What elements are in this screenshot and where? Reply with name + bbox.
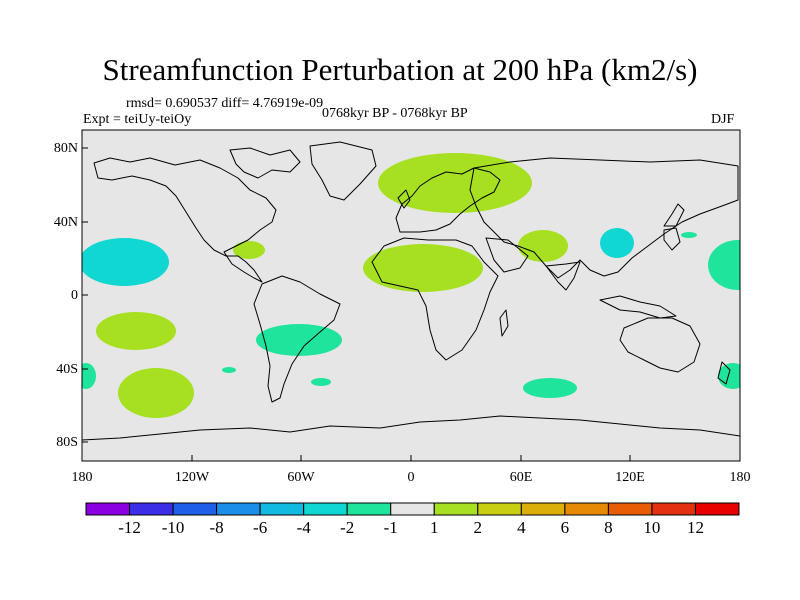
colorbar-label: -2 <box>340 518 355 537</box>
x-label-120w: 120W <box>174 470 210 485</box>
colorbar-label: 10 <box>643 518 661 537</box>
x-label-180w: 180 <box>71 470 93 485</box>
colorbar-swatch <box>216 502 261 516</box>
anomaly-south-pacific-far-east <box>718 363 740 389</box>
colorbar-swatch <box>433 502 479 516</box>
x-label-60e: 60E <box>509 470 533 485</box>
coastline-uk <box>397 189 411 209</box>
anomaly-south-atlantic <box>256 324 342 356</box>
anomaly-gulf-of-mexico <box>233 241 265 259</box>
colorbar-swatch <box>259 502 305 516</box>
coastline-se-asia-islands <box>599 227 681 319</box>
experiment-label: Expt = teiUy-teiOy <box>83 112 192 127</box>
colorbar <box>85 502 740 516</box>
colorbar-swatch <box>129 502 174 516</box>
season-label: DJF <box>711 112 735 127</box>
colorbar-swatch <box>694 502 740 516</box>
anomaly-arabia-india <box>518 230 568 262</box>
y-label-40n: 40N <box>53 215 78 230</box>
coastlines <box>82 141 740 441</box>
colorbar-label: -1 <box>383 518 398 537</box>
anomaly-north-atlantic-small <box>311 378 331 386</box>
colorbar-swatch <box>390 502 435 516</box>
coastline-europe <box>395 167 501 233</box>
colorbar-swatch <box>520 502 566 516</box>
plot-title: Streamfunction Perturbation at 200 hPa (… <box>102 52 698 87</box>
colorbar-swatch <box>85 502 131 516</box>
x-label-180e: 180 <box>729 470 751 485</box>
coastline-north-america <box>93 157 277 283</box>
anomaly-north-atlantic-europe <box>378 153 532 213</box>
coastline-canada-arctic <box>229 147 301 179</box>
anomaly-south-pacific-west <box>96 312 176 350</box>
coastline-india <box>545 261 581 291</box>
coastline-antarctica <box>82 415 740 441</box>
coastline-asia <box>469 157 739 279</box>
y-label-80n: 80N <box>53 141 78 156</box>
x-label-60w: 60W <box>287 470 315 485</box>
anomaly-north-pacific-east <box>82 238 169 286</box>
colorbar-swatch <box>172 502 218 516</box>
anomaly-layer <box>82 153 740 418</box>
colorbar-label: 6 <box>560 518 570 537</box>
y-label-0: 0 <box>71 288 78 303</box>
colorbar-label: 4 <box>517 518 526 537</box>
y-label-40s: 40S <box>56 362 78 377</box>
colorbar-label: 8 <box>604 518 613 537</box>
anomaly-north-pacific-west <box>708 240 740 290</box>
colorbar-label: -4 <box>296 518 311 537</box>
y-label-80s: 80S <box>56 435 78 450</box>
coastline-australia <box>619 317 701 373</box>
period-label: 0768kyr BP - 0768kyr BP <box>322 106 468 121</box>
coastline-africa <box>371 237 499 361</box>
coastline-japan <box>663 203 685 227</box>
colorbar-swatch <box>607 502 653 516</box>
colorbar-swatch <box>564 502 609 516</box>
colorbar-label: 2 <box>473 518 483 537</box>
anomaly-east-asia <box>600 228 634 258</box>
anomaly-south-pacific-south <box>118 368 194 418</box>
colorbar-label: 1 <box>430 518 439 537</box>
axis-ticks <box>81 147 741 461</box>
colorbar-swatch <box>346 502 392 516</box>
anomaly-west-pacific-small <box>681 232 697 238</box>
colorbar-label: -6 <box>253 518 268 537</box>
colorbar-swatch <box>303 502 348 516</box>
rmsd-diff-stats: rmsd= 0.690537 diff= 4.76919e-09 <box>126 96 324 111</box>
coastline-new-zealand <box>717 361 731 385</box>
x-label-120e: 120E <box>615 470 645 485</box>
anomaly-south-pacific-far-west <box>82 363 96 389</box>
coastline-arabia <box>485 237 529 273</box>
colorbar-label: -8 <box>209 518 224 537</box>
coastline-south-america <box>253 275 341 403</box>
anomaly-north-africa <box>363 244 483 292</box>
colorbar-label: 12 <box>686 518 704 537</box>
coastline-madagascar <box>499 309 509 337</box>
coastline-greenland <box>309 141 377 201</box>
colorbar-label: -10 <box>161 518 185 537</box>
anomaly-south-pacific-small <box>222 367 236 373</box>
anomaly-indian-ocean-south <box>523 378 577 398</box>
colorbar-swatch <box>651 502 696 516</box>
colorbar-swatch <box>477 502 522 516</box>
x-label-0: 0 <box>407 470 415 485</box>
colorbar-label: -12 <box>118 518 141 537</box>
